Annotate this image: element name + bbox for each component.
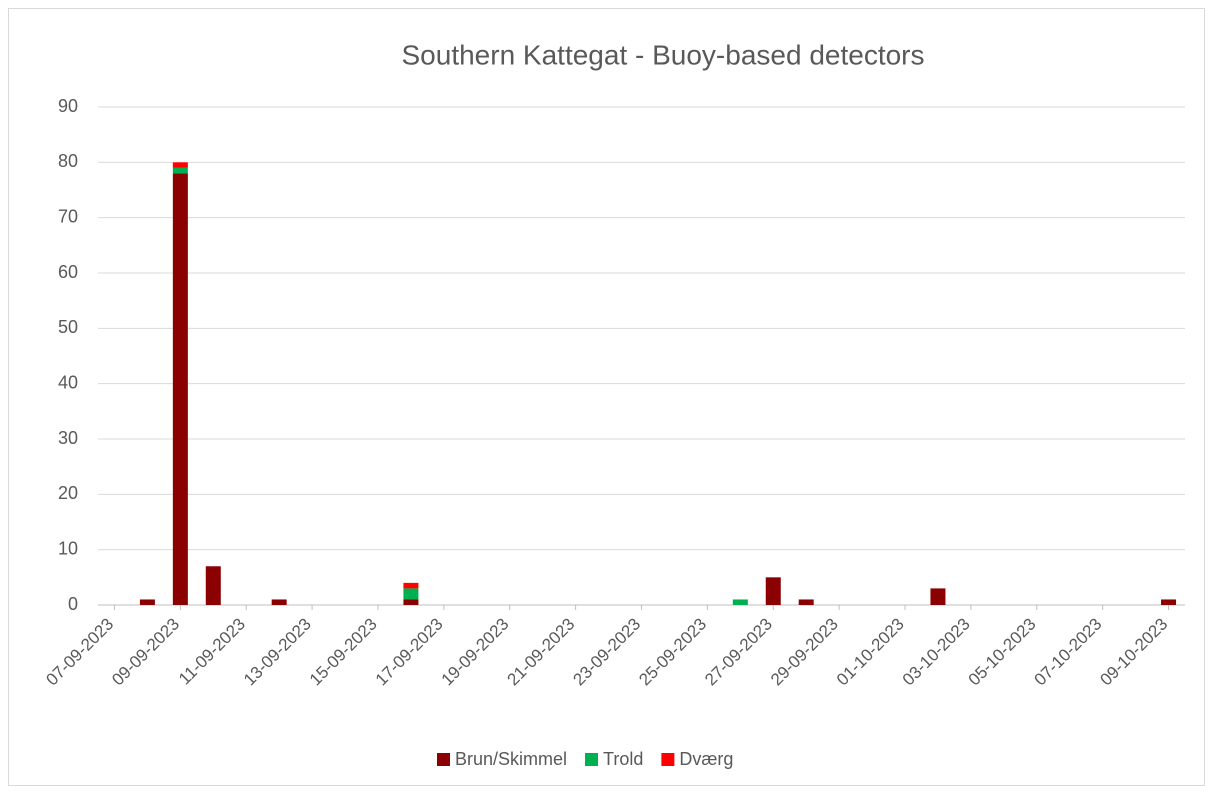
legend-label: Trold xyxy=(603,749,643,769)
y-tick-label: 50 xyxy=(58,317,78,337)
bar-segment xyxy=(172,167,188,174)
legend-swatch xyxy=(661,753,675,766)
bar-segment xyxy=(798,599,814,605)
y-tick-label: 40 xyxy=(58,372,78,392)
bar-segment xyxy=(139,599,155,605)
bar-segment xyxy=(172,162,188,168)
y-tick-label: 0 xyxy=(68,594,78,614)
bar-segment xyxy=(930,588,946,605)
y-tick-label: 70 xyxy=(58,206,78,226)
y-tick-label: 20 xyxy=(58,483,78,503)
bar-segment xyxy=(403,582,419,589)
bar-segment xyxy=(1161,599,1177,605)
bar-segment xyxy=(172,173,188,605)
chart-border xyxy=(8,8,1205,786)
y-tick-label: 80 xyxy=(58,151,78,171)
chart-title: Southern Kattegat - Buoy-based detectors xyxy=(402,39,925,70)
bar-segment xyxy=(205,566,221,605)
bar-segment xyxy=(403,599,419,605)
legend-label: Dværg xyxy=(679,749,733,769)
legend-swatch xyxy=(585,753,599,766)
bar-segment xyxy=(271,599,287,605)
y-tick-label: 90 xyxy=(58,96,78,116)
legend-swatch xyxy=(437,753,450,766)
y-tick-label: 30 xyxy=(58,428,78,448)
y-tick-label: 60 xyxy=(58,262,78,282)
legend-label: Brun/Skimmel xyxy=(455,749,567,769)
bar-segment xyxy=(403,588,419,600)
y-tick-label: 10 xyxy=(58,538,78,558)
bar-segment xyxy=(732,599,748,605)
bar-segment xyxy=(765,577,781,605)
